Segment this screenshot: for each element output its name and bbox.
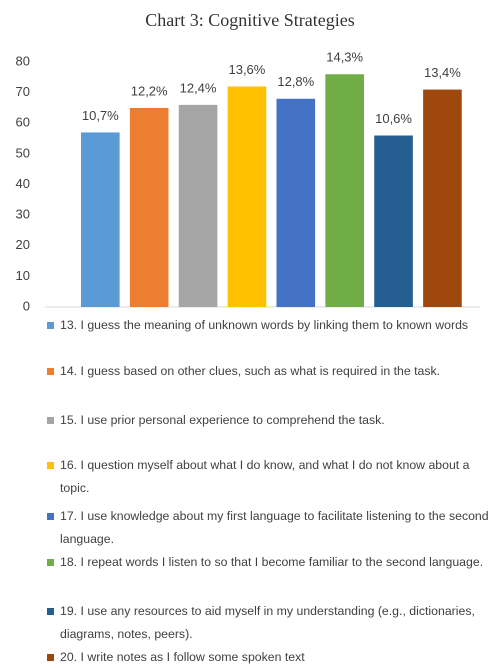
bar [276,98,316,307]
bar [81,132,120,307]
legend-label: 14. I guess based on other clues, such a… [60,364,441,378]
legend-item: 15. I use prior personal experience to c… [47,409,492,432]
legend-item: 13. I guess the meaning of unknown words… [47,314,492,337]
data-label: 12,2% [131,83,168,98]
legend-swatch [47,513,54,520]
legend-label: 18. I repeat words I listen to so that I… [60,555,484,569]
chart-title: Chart 3: Cognitive Strategies [145,10,354,30]
y-tick-label: 80 [16,53,30,68]
legend-item: 14. I guess based on other clues, such a… [47,360,492,383]
legend-swatch [47,559,54,566]
y-tick-label: 50 [16,145,30,160]
y-tick-label: 40 [16,176,30,191]
legend-swatch [47,417,54,424]
bar [178,104,218,307]
legend-swatch [47,368,54,375]
legend-label: 13. I guess the meaning of unknown words… [60,318,469,332]
legend-swatch [47,608,54,615]
legend-label: 15. I use prior personal experience to c… [60,413,385,427]
chart: Chart 3: Cognitive Strategies 0 10 20 30 40 5… [16,10,480,313]
data-label: 10,6% [375,111,412,126]
data-label: 12,4% [180,80,217,95]
bar [325,74,364,307]
bar [129,107,169,307]
y-tick-label: 0 [23,298,30,313]
bar [374,135,413,307]
legend-item: 20. I write notes as I follow some spoke… [47,646,492,668]
legend-label: 20. I write notes as I follow some spoke… [60,650,305,664]
data-label: 10,7% [82,108,119,123]
legend-swatch [47,462,54,469]
legend-item: 17. I use knowledge about my first langu… [47,505,492,551]
legend-label: 17. I use knowledge about my first langu… [60,509,489,546]
legend-swatch [47,322,54,329]
legend-swatch [47,654,54,661]
data-label: 13,4% [424,65,461,80]
data-label: 12,8% [277,74,314,89]
y-tick-label: 70 [16,84,30,99]
data-label: 14,3% [326,50,363,65]
data-label: 13,6% [228,62,265,77]
legend-item: 16. I question myself about what I do kn… [47,454,492,500]
y-tick-label: 20 [16,237,30,252]
y-tick-label: 30 [16,207,30,222]
legend-item: 19. I use any resources to aid myself in… [47,600,492,646]
bar [423,89,462,307]
legend-label: 16. I question myself about what I do kn… [60,458,470,495]
bar [227,86,267,307]
legend-label: 19. I use any resources to aid myself in… [60,604,475,641]
y-tick-label: 10 [16,268,30,283]
legend-item: 18. I repeat words I listen to so that I… [47,551,492,574]
y-tick-label: 60 [16,115,30,130]
